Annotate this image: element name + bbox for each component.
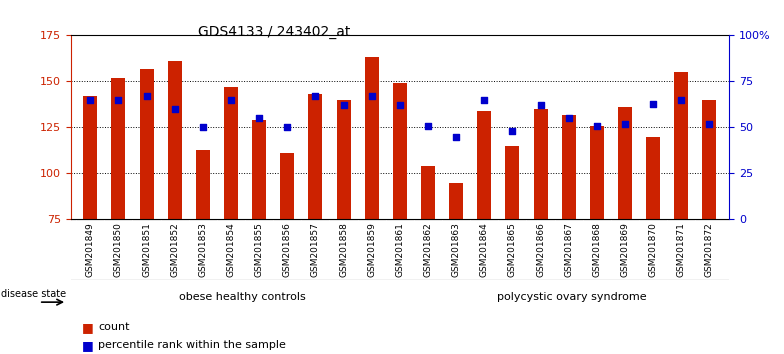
Point [675, 97, 688, 103]
Point [197, 125, 209, 130]
Bar [196, 149, 210, 219]
Point [337, 103, 350, 108]
Bar [336, 100, 350, 219]
Point [619, 121, 631, 127]
Bar [111, 78, 125, 219]
Bar [168, 61, 182, 219]
Bar [308, 94, 322, 219]
Bar [83, 96, 97, 219]
Point [84, 97, 96, 103]
Bar [618, 107, 632, 219]
Text: GSM201850: GSM201850 [114, 222, 123, 278]
Text: ■: ■ [82, 339, 94, 352]
Text: GDS4133 / 243402_at: GDS4133 / 243402_at [198, 25, 350, 39]
Bar [421, 166, 435, 219]
Point [478, 97, 491, 103]
Point [562, 115, 575, 121]
Bar [590, 126, 604, 219]
Text: GSM201870: GSM201870 [648, 222, 658, 278]
Bar [252, 120, 266, 219]
Point [169, 106, 181, 112]
Text: disease state: disease state [2, 289, 67, 299]
Bar [534, 109, 547, 219]
Point [647, 101, 659, 106]
Text: GSM201863: GSM201863 [452, 222, 461, 278]
Text: polycystic ovary syndrome: polycystic ovary syndrome [497, 292, 646, 302]
Text: percentile rank within the sample: percentile rank within the sample [98, 340, 286, 350]
Point [309, 93, 321, 99]
Point [703, 121, 716, 127]
Bar [140, 69, 154, 219]
Text: GSM201865: GSM201865 [508, 222, 517, 278]
Text: count: count [98, 322, 129, 332]
Bar [702, 100, 717, 219]
Text: GSM201868: GSM201868 [593, 222, 601, 278]
Bar [224, 87, 238, 219]
Text: GSM201853: GSM201853 [198, 222, 207, 278]
Point [534, 103, 546, 108]
Text: GSM201864: GSM201864 [480, 222, 488, 277]
Text: GSM201866: GSM201866 [536, 222, 545, 278]
Point [225, 97, 238, 103]
Text: GSM201862: GSM201862 [423, 222, 433, 277]
Text: GSM201859: GSM201859 [367, 222, 376, 278]
Point [140, 93, 153, 99]
Bar [646, 137, 660, 219]
Text: GSM201857: GSM201857 [311, 222, 320, 278]
Bar [561, 115, 575, 219]
Text: GSM201872: GSM201872 [705, 222, 714, 277]
Point [365, 93, 378, 99]
Point [422, 123, 434, 129]
Text: GSM201869: GSM201869 [620, 222, 630, 278]
Point [253, 115, 266, 121]
Text: GSM201849: GSM201849 [85, 222, 95, 277]
Bar [280, 153, 294, 219]
Text: ■: ■ [82, 321, 94, 334]
Text: GSM201861: GSM201861 [395, 222, 405, 278]
Point [281, 125, 293, 130]
Text: GSM201854: GSM201854 [227, 222, 235, 277]
Bar [506, 146, 520, 219]
Text: obese healthy controls: obese healthy controls [179, 292, 306, 302]
Text: GSM201855: GSM201855 [255, 222, 263, 278]
Point [112, 97, 125, 103]
Text: GSM201867: GSM201867 [564, 222, 573, 278]
Text: GSM201858: GSM201858 [339, 222, 348, 278]
Text: GSM201871: GSM201871 [677, 222, 686, 278]
Bar [477, 111, 492, 219]
Point [506, 128, 519, 134]
Point [394, 103, 406, 108]
Bar [393, 83, 407, 219]
Point [590, 123, 603, 129]
Bar [674, 72, 688, 219]
Text: GSM201851: GSM201851 [142, 222, 151, 278]
Bar [449, 183, 463, 219]
Text: GSM201856: GSM201856 [283, 222, 292, 278]
Point [450, 134, 463, 139]
Bar [365, 57, 379, 219]
Text: GSM201852: GSM201852 [170, 222, 180, 277]
